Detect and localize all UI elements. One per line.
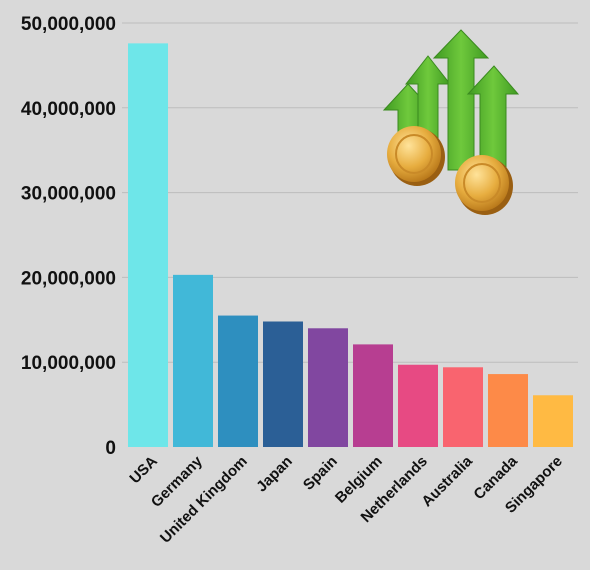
y-tick-label: 30,000,000 bbox=[21, 184, 116, 205]
bars bbox=[128, 43, 573, 448]
bar-united-kingdom bbox=[218, 315, 258, 447]
x-tick-label: Japan bbox=[253, 453, 296, 496]
bar-australia bbox=[443, 367, 483, 447]
bar-netherlands bbox=[398, 364, 438, 447]
y-tick-label: 20,000,000 bbox=[21, 268, 116, 289]
bar-singapore bbox=[533, 395, 573, 447]
bar-canada bbox=[488, 374, 528, 447]
y-axis-ticks: 0 10,000,000 20,000,000 30,000,000 40,000,00… bbox=[21, 14, 116, 459]
x-tick-label: Australia bbox=[418, 452, 476, 510]
bar-germany bbox=[173, 274, 213, 447]
bar-belgium bbox=[353, 344, 393, 447]
x-tick-label: Spain bbox=[300, 453, 341, 494]
y-tick-label: 40,000,000 bbox=[21, 99, 116, 120]
bar-usa bbox=[128, 43, 168, 448]
bar-japan bbox=[263, 321, 303, 447]
y-tick-label: 50,000,000 bbox=[21, 14, 116, 35]
growth-arrows-coins-icon bbox=[382, 29, 520, 215]
x-tick-label: USA bbox=[126, 453, 161, 488]
x-tick-label: United Kingdom bbox=[157, 453, 251, 547]
y-tick-label: 10,000,000 bbox=[21, 353, 116, 374]
y-tick-label: 0 bbox=[105, 438, 116, 459]
bar-spain bbox=[308, 328, 348, 447]
